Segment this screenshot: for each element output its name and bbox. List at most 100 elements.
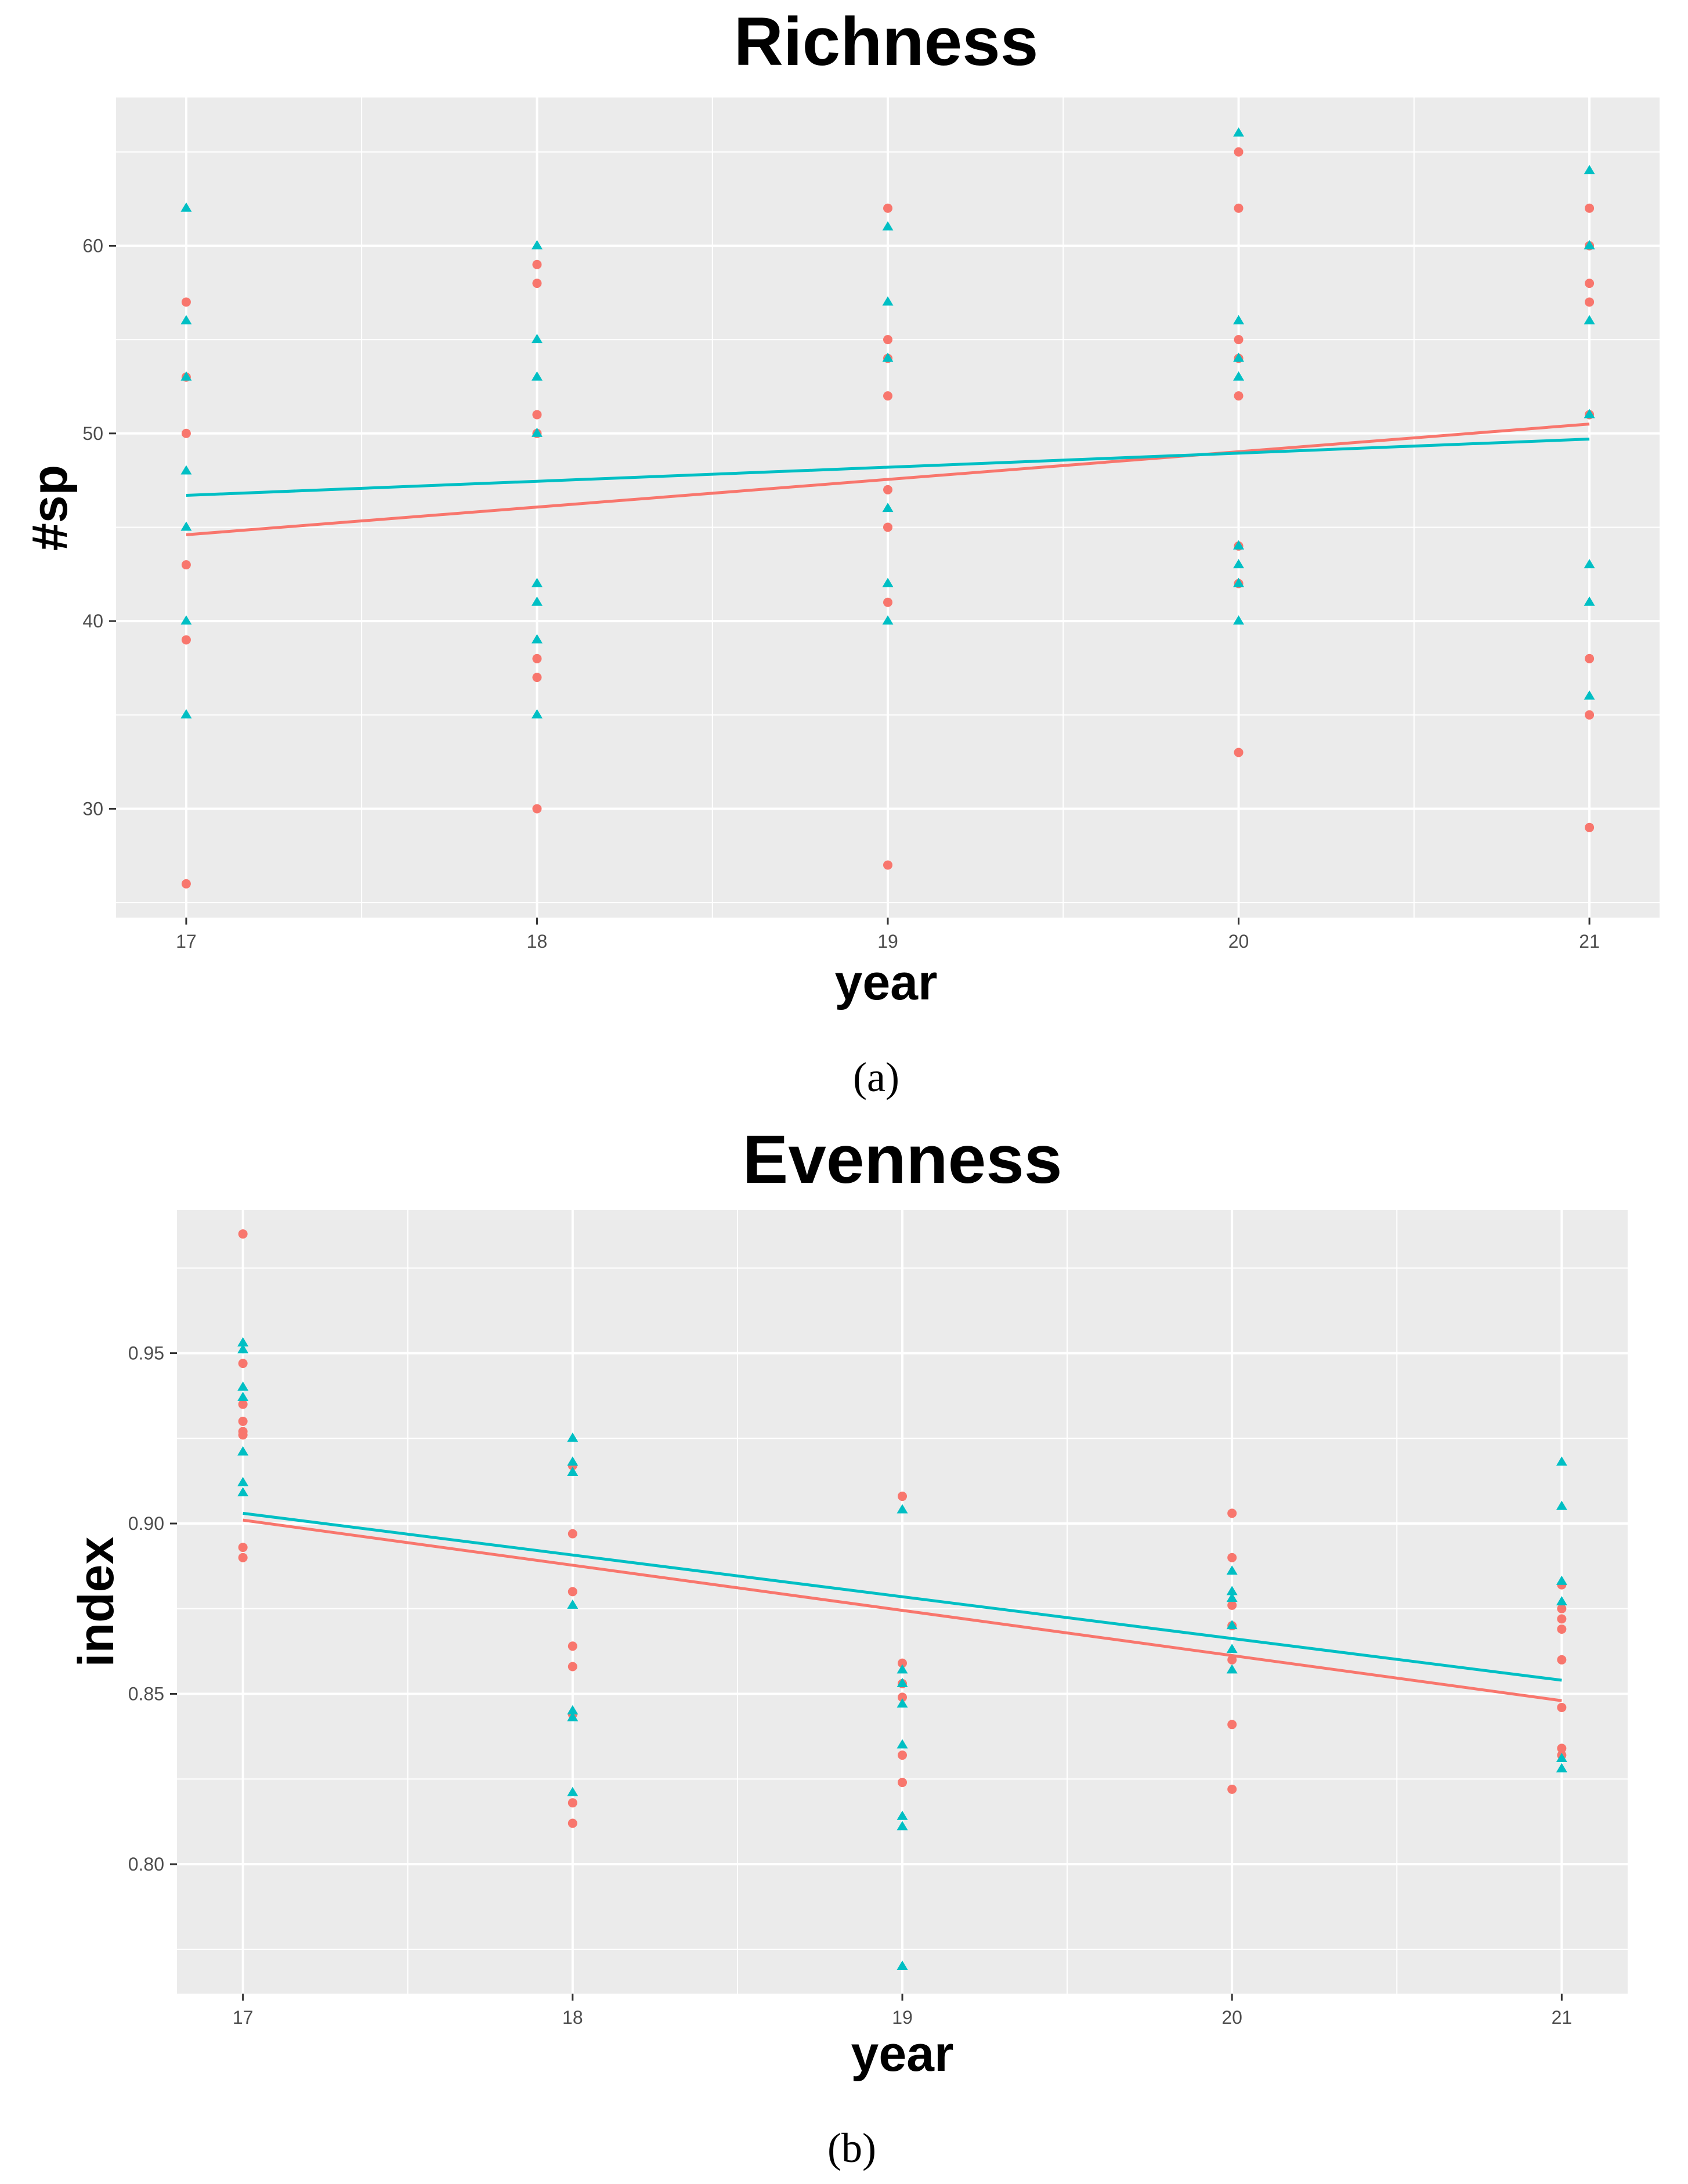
data-point-circle (1585, 297, 1595, 307)
y-tick-label: 0.85 (128, 1683, 164, 1704)
data-point-triangle (1226, 1620, 1238, 1630)
x-tick-label: 18 (562, 2007, 583, 2028)
data-point-circle (1227, 1720, 1237, 1730)
data-point-triangle (531, 634, 543, 644)
y-tick-label: 50 (82, 423, 103, 444)
y-tick-label: 0.90 (128, 1513, 164, 1534)
x-tick-label: 21 (1552, 2007, 1573, 2028)
data-points (237, 1229, 1567, 1970)
data-point-triangle (1556, 1753, 1567, 1762)
data-point-triangle (897, 1677, 908, 1687)
data-point-circle (532, 804, 542, 814)
y-axis-ticks: 0.80 0.85 0.90 0.95 (128, 1343, 177, 1875)
data-point-circle (1585, 710, 1595, 720)
x-axis-label: year (851, 2026, 954, 2082)
data-point-circle (532, 654, 542, 663)
data-point-triangle (531, 427, 543, 437)
data-point-triangle (897, 1810, 908, 1820)
data-point-circle (532, 673, 542, 683)
data-point-circle (883, 597, 892, 607)
data-point-triangle (180, 371, 192, 381)
evenness-panel: Evenness 0.80 0.85 0.90 0.95 17 18 19 20 21 yea… (68, 1121, 1628, 2171)
data-point-circle (568, 1798, 577, 1808)
x-tick-label: 21 (1579, 931, 1600, 952)
data-point-triangle (897, 1961, 908, 1970)
data-point-circle (898, 1492, 907, 1501)
data-point-circle (1557, 1702, 1567, 1712)
x-tick-label: 20 (1221, 2007, 1242, 2028)
data-point-circle (883, 860, 892, 870)
data-point-triangle (237, 1477, 249, 1486)
data-point-circle (898, 1658, 907, 1668)
data-point-triangle (1584, 165, 1595, 175)
data-point-triangle (1233, 540, 1245, 550)
data-point-triangle (1233, 352, 1245, 362)
data-point-triangle (882, 577, 894, 587)
trend-line-group-red (186, 423, 1590, 536)
data-point-circle (1227, 1553, 1237, 1562)
data-point-circle (1585, 654, 1595, 663)
data-point-circle (1557, 1743, 1567, 1753)
chart-title: Evenness (743, 1121, 1062, 1198)
data-point-circle (883, 485, 892, 494)
trend-lines (243, 1511, 1562, 1702)
data-point-circle (181, 297, 191, 307)
data-point-triangle (531, 709, 543, 719)
data-point-triangle (897, 1664, 908, 1674)
data-point-circle (883, 522, 892, 532)
data-point-triangle (180, 615, 192, 625)
data-point-triangle (237, 1487, 249, 1497)
data-point-triangle (882, 503, 894, 512)
x-tick-label: 17 (176, 931, 197, 952)
data-point-circle (1227, 1600, 1237, 1610)
data-point-triangle (1233, 127, 1245, 137)
y-axis-ticks: 30 40 50 60 (82, 235, 116, 819)
richness-panel: Richness 30 40 50 60 17 18 19 20 21 year #sp (a… (22, 3, 1660, 1100)
trend-lines (186, 423, 1590, 536)
data-point-triangle (1226, 1664, 1238, 1674)
data-point-triangle (180, 465, 192, 475)
x-tick-label: 18 (527, 931, 548, 952)
data-point-circle (181, 560, 191, 570)
data-point-triangle (237, 1381, 249, 1391)
data-point-triangle (897, 1821, 908, 1831)
data-point-triangle (567, 1712, 579, 1721)
data-point-triangle (1233, 577, 1245, 587)
data-point-circle (898, 1692, 907, 1702)
data-point-triangle (897, 1698, 908, 1708)
data-point-circle (568, 1587, 577, 1597)
data-point-triangle (897, 1739, 908, 1749)
data-point-triangle (180, 315, 192, 324)
data-point-triangle (531, 240, 543, 250)
data-point-circle (1234, 748, 1244, 757)
data-point-triangle (567, 1599, 579, 1609)
data-point-triangle (1584, 690, 1595, 700)
data-point-triangle (1226, 1593, 1238, 1602)
data-point-triangle (567, 1786, 579, 1796)
data-point-circle (1227, 1508, 1237, 1518)
data-point-triangle (1584, 559, 1595, 569)
data-point-triangle (180, 202, 192, 212)
x-tick-label: 19 (892, 2007, 913, 2028)
data-point-circle (1234, 391, 1244, 401)
data-point-triangle (567, 1432, 579, 1442)
panel-caption: (a) (853, 1054, 899, 1100)
data-point-circle (1557, 1604, 1567, 1613)
data-point-triangle (531, 577, 543, 587)
y-tick-label: 40 (82, 611, 103, 631)
data-point-circle (181, 635, 191, 645)
data-point-circle (238, 1399, 248, 1409)
y-axis-label: #sp (22, 465, 78, 551)
y-tick-label: 0.95 (128, 1343, 164, 1364)
data-point-circle (568, 1662, 577, 1672)
data-point-circle (1227, 1784, 1237, 1794)
data-point-circle (1585, 203, 1595, 213)
y-tick-label: 60 (82, 235, 103, 256)
data-point-triangle (1233, 615, 1245, 625)
data-point-triangle (567, 1705, 579, 1714)
data-point-triangle (180, 521, 192, 531)
data-point-triangle (897, 1504, 908, 1514)
data-point-triangle (1584, 409, 1595, 418)
data-point-triangle (1584, 240, 1595, 250)
